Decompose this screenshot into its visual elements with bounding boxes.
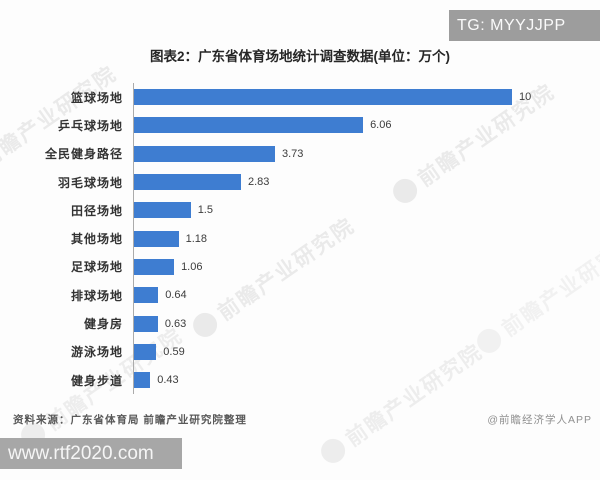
bar-row: 羽毛球场地 2.83	[0, 167, 600, 197]
value-label: 1.06	[181, 260, 203, 273]
bar-track: 2.83	[133, 167, 600, 197]
bar	[134, 145, 275, 162]
bar-row: 排球场地 0.64	[0, 281, 600, 310]
bar-row: 篮球场地 10	[0, 83, 600, 112]
bar-chart: 篮球场地 10 乒乓球场地 6.06 全民健身路径 3.73 羽毛球场地	[0, 83, 600, 395]
bar-track: 6.06	[133, 111, 600, 140]
bar	[134, 372, 151, 389]
value-label: 0.64	[165, 289, 187, 302]
category-label: 健身步道	[70, 373, 123, 388]
bar	[134, 315, 158, 332]
value-label: 0.63	[164, 317, 187, 330]
category-label: 全民健身路径	[44, 147, 123, 162]
bar-row: 游泳场地 0.59	[0, 337, 600, 366]
bar	[134, 230, 179, 247]
foresight-logo-icon	[316, 434, 350, 468]
bar	[134, 89, 512, 106]
bar	[134, 343, 157, 360]
value-label: 10	[519, 91, 532, 104]
value-label: 6.06	[370, 119, 392, 132]
category-label: 羽毛球场地	[57, 175, 123, 190]
bar-track: 0.64	[133, 281, 600, 310]
value-label: 1.18	[185, 232, 208, 245]
category-label: 乒乓球场地	[57, 118, 123, 133]
bar-row: 其他场地 1.18	[0, 224, 600, 253]
bar-row: 健身步道 0.43	[0, 365, 600, 395]
category-label: 排球场地	[70, 288, 123, 303]
bar-track: 1.06	[133, 252, 600, 282]
category-label: 足球场地	[70, 260, 123, 275]
bar-row: 乒乓球场地 6.06	[0, 111, 600, 140]
category-label: 健身房	[83, 317, 123, 332]
bar-rows: 篮球场地 10 乒乓球场地 6.06 全民健身路径 3.73 羽毛球场地	[0, 83, 600, 395]
bar-row: 足球场地 1.06	[0, 252, 600, 282]
value-label: 1.5	[197, 204, 213, 217]
bar	[134, 287, 159, 304]
value-label: 0.59	[163, 345, 185, 358]
category-label: 田径场地	[70, 203, 123, 218]
bar	[134, 258, 175, 275]
category-label: 其他场地	[70, 232, 123, 247]
bar	[134, 174, 241, 191]
website-watermark-badge: www.rtf2020.com	[0, 438, 182, 469]
bar-row: 田径场地 1.5	[0, 196, 600, 225]
bar-track: 10	[133, 83, 600, 112]
bar-track: 0.59	[133, 337, 600, 366]
value-label: 0.43	[157, 374, 179, 387]
bar-track: 3.73	[133, 139, 600, 168]
bar	[134, 202, 191, 219]
bar-row: 健身房 0.63	[0, 309, 600, 338]
bar	[134, 117, 364, 134]
bar-track: 1.18	[133, 224, 600, 253]
category-label: 游泳场地	[70, 345, 123, 360]
bar-track: 0.43	[133, 365, 600, 395]
value-label: 2.83	[247, 176, 270, 189]
value-label: 3.73	[281, 147, 304, 160]
bar-track: 0.63	[133, 309, 600, 338]
source-note: 资料来源：广东省体育局 前瞻产业研究院整理	[13, 414, 247, 426]
telegram-watermark-badge: TG: MYYJJPP	[449, 10, 600, 41]
credit-note: @前瞻经济学人APP	[487, 414, 592, 426]
bar-track: 1.5	[133, 196, 600, 225]
category-label: 篮球场地	[70, 90, 123, 105]
chart-title: 图表2：广东省体育场地统计调查数据(单位：万个)	[150, 49, 450, 64]
bar-row: 全民健身路径 3.73	[0, 139, 600, 168]
